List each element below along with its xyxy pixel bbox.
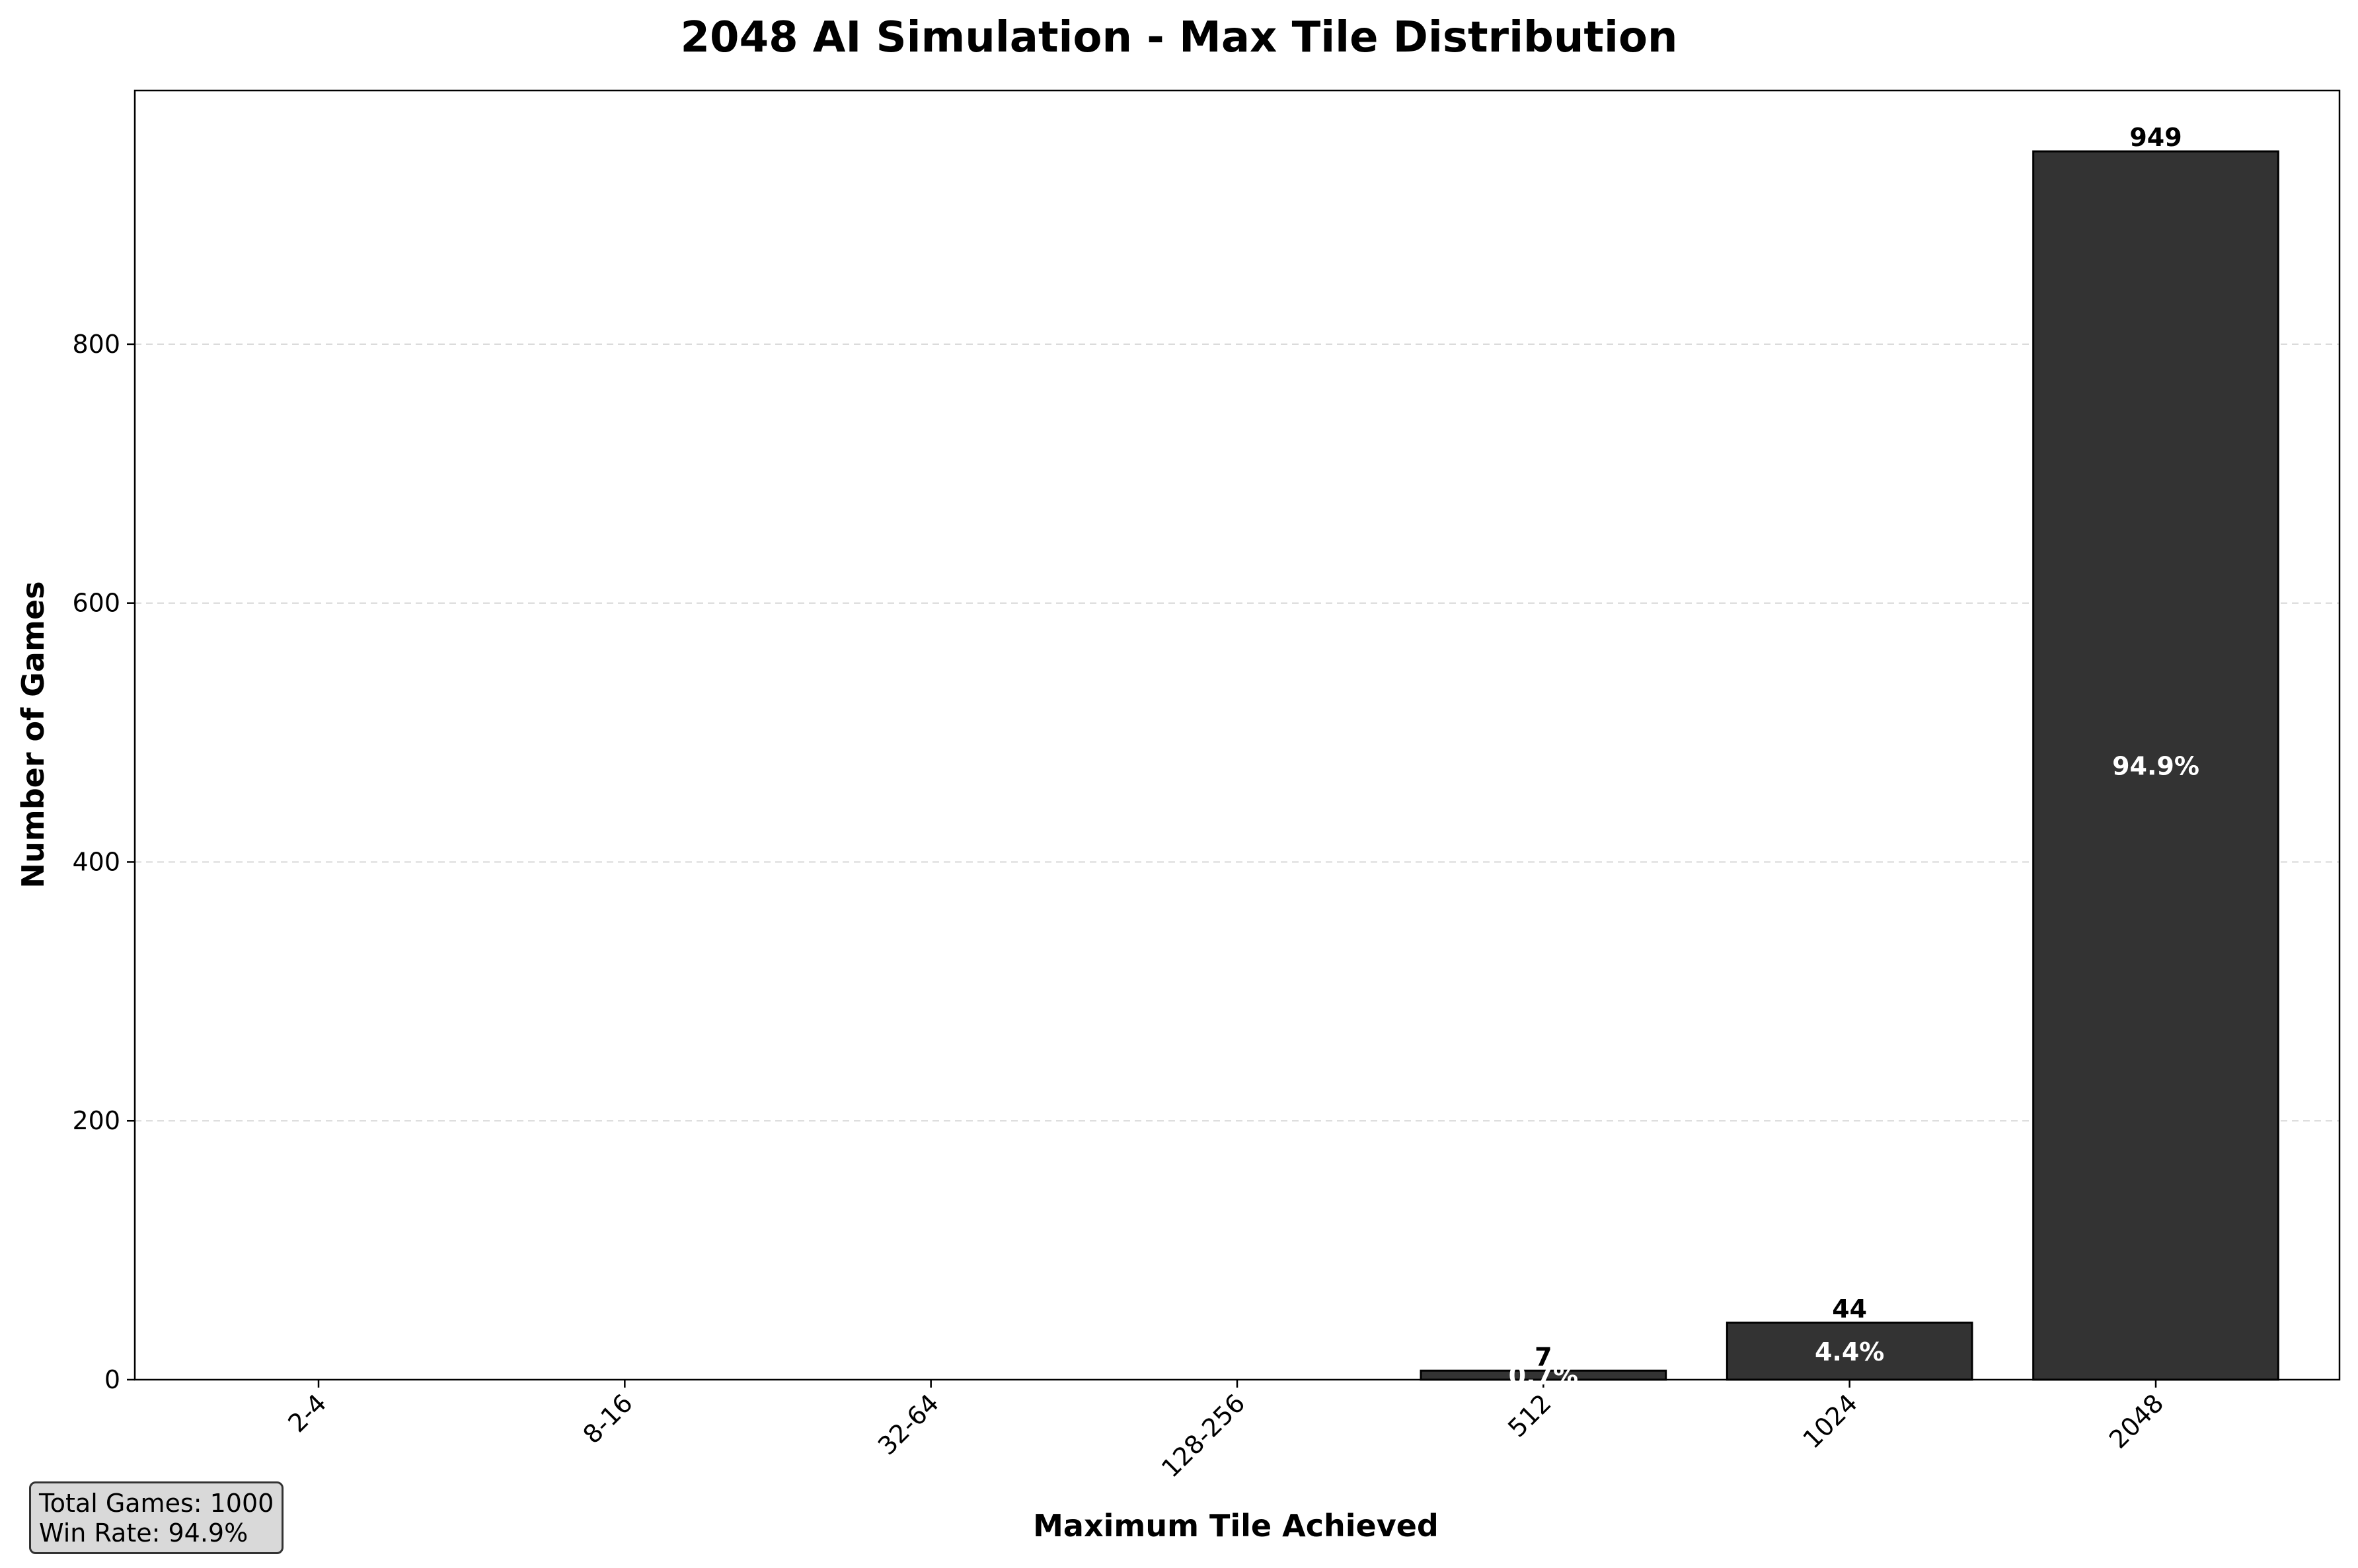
bar-labels: 70.7% 44 4.4% 949 94.9% bbox=[1509, 123, 2199, 1390]
x-tick-label: 2048 bbox=[2104, 1388, 2170, 1454]
value-label: 7 bbox=[1535, 1342, 1552, 1371]
total-games-text: Total Games: 1000 bbox=[39, 1489, 274, 1518]
win-rate-text: Win Rate: 94.9% bbox=[39, 1518, 248, 1548]
x-tick-label: 32-64 bbox=[872, 1388, 944, 1460]
bar-2048 bbox=[2032, 150, 2279, 1381]
plot-frame bbox=[133, 89, 2341, 1381]
y-tick-label: 200 bbox=[72, 1106, 120, 1135]
y-axis-ticks: 0 200 400 600 800 bbox=[72, 330, 135, 1394]
x-tick-label: 2-4 bbox=[282, 1388, 332, 1438]
x-tick-label: 128-256 bbox=[1156, 1388, 1250, 1483]
bar-1024 bbox=[1726, 1322, 1973, 1381]
x-tick-label: 8-16 bbox=[578, 1388, 638, 1449]
x-tick-label: 1024 bbox=[1798, 1388, 1864, 1454]
percent-label: 94.9% bbox=[2112, 752, 2199, 781]
x-tick-label: 512 bbox=[1502, 1388, 1556, 1442]
value-label: 949 bbox=[2129, 123, 2182, 152]
y-tick-label: 400 bbox=[72, 847, 120, 876]
x-axis-label: Maximum Tile Achieved bbox=[1033, 1508, 1439, 1544]
percent-label: 4.4% bbox=[1815, 1337, 1884, 1366]
percent-label: 0.7% bbox=[1509, 1361, 1578, 1390]
chart-title: 2048 AI Simulation - Max Tile Distributi… bbox=[681, 13, 1678, 62]
value-label: 44 bbox=[1832, 1294, 1867, 1324]
stats-box: Total Games: 1000 Win Rate: 94.9% bbox=[29, 1481, 284, 1554]
y-axis-label: Number of Games bbox=[15, 581, 51, 889]
y-tick-label: 600 bbox=[72, 589, 120, 618]
y-tick-label: 800 bbox=[72, 330, 120, 359]
grid-lines bbox=[135, 343, 2339, 1122]
y-tick-label: 0 bbox=[104, 1365, 120, 1394]
bars bbox=[1420, 150, 2279, 1381]
x-axis-ticks: 2-4 8-16 32-64 128-256 512 1024 2048 bbox=[282, 1380, 2169, 1483]
